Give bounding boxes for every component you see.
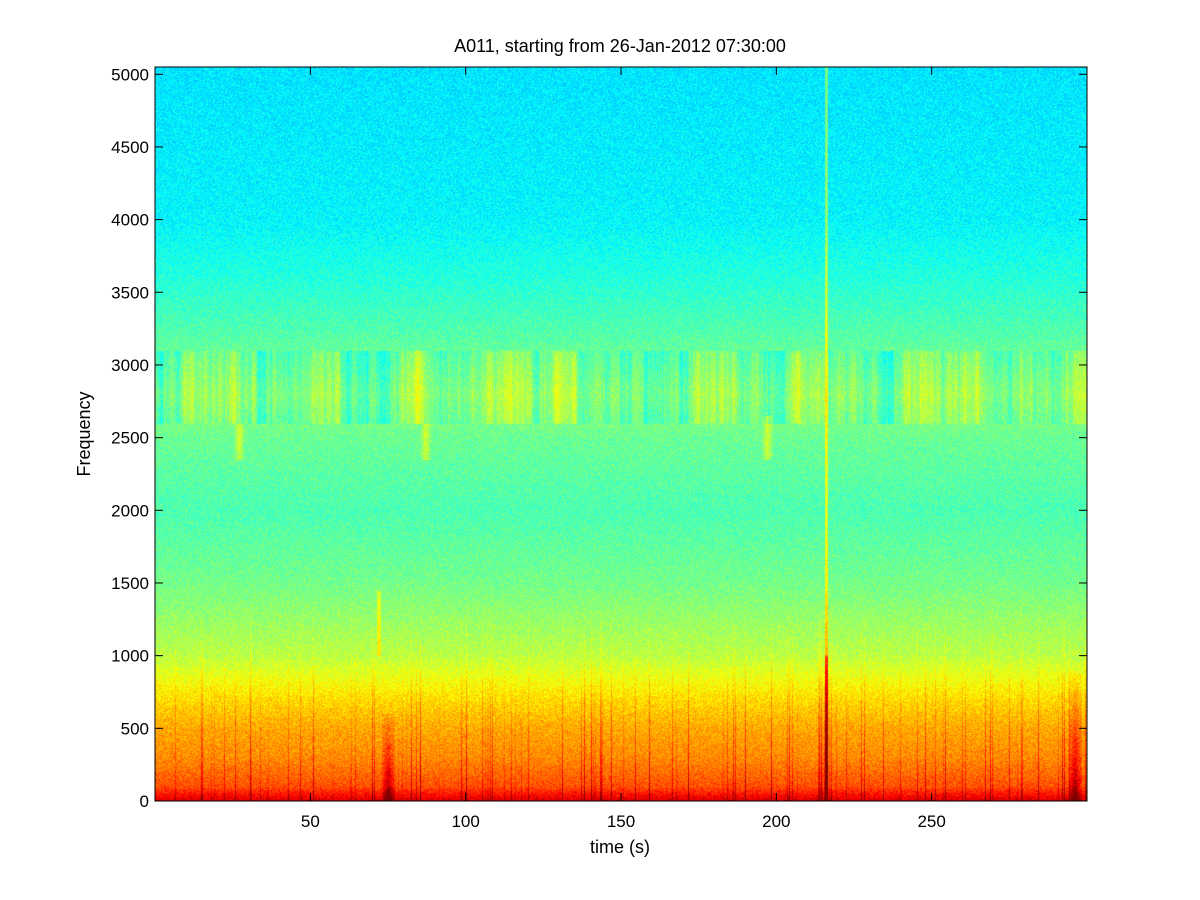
y-tick-label: 3500 <box>111 283 149 302</box>
x-tick-label: 100 <box>451 812 479 831</box>
y-tick-label: 1500 <box>111 574 149 593</box>
x-tick-label: 200 <box>762 812 790 831</box>
y-axis-label: Frequency <box>74 391 94 476</box>
y-tick-label: 0 <box>140 792 149 811</box>
x-tick-label: 50 <box>301 812 320 831</box>
y-tick-label: 2500 <box>111 429 149 448</box>
y-tick-label: 3000 <box>111 356 149 375</box>
x-tick-label: 250 <box>917 812 945 831</box>
y-tick-label: 2000 <box>111 501 149 520</box>
y-tick-label: 500 <box>121 719 149 738</box>
x-axis-label: time (s) <box>590 837 650 857</box>
y-axis-ticks: 0 500 1000 1500 2000 2500 3000 3500 4000 4500 5000 <box>111 65 1087 811</box>
chart-title: A011, starting from 26-Jan-2012 07:30:00 <box>454 36 786 56</box>
y-tick-label: 5000 <box>111 65 149 84</box>
y-tick-label: 1000 <box>111 647 149 666</box>
spectrogram-image <box>155 67 1087 801</box>
x-tick-label: 150 <box>607 812 635 831</box>
x-axis-ticks: 50 100 150 200 250 <box>301 67 946 831</box>
spectrogram-plot-area <box>155 67 1087 801</box>
y-tick-label: 4000 <box>111 211 149 230</box>
y-tick-label: 4500 <box>111 138 149 157</box>
